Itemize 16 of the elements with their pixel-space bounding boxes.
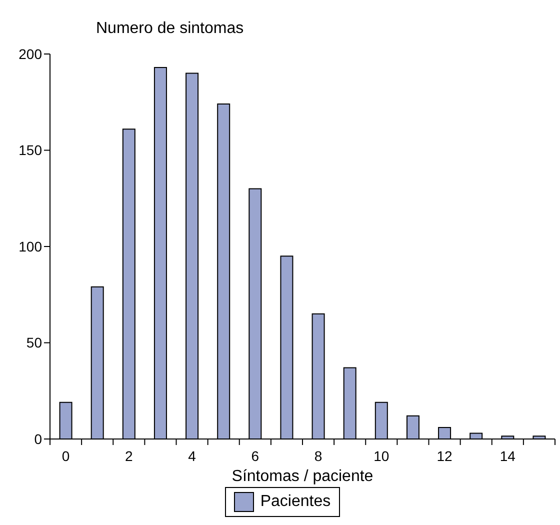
y-tick-label: 100 <box>18 238 42 254</box>
y-tick-label: 0 <box>34 430 42 447</box>
x-tick-label: 14 <box>500 448 516 464</box>
x-tick-label: 10 <box>374 448 390 464</box>
x-tick-label: 2 <box>125 448 134 464</box>
y-tick-label: 200 <box>18 46 42 62</box>
x-tick-label: 4 <box>188 448 196 464</box>
chart-title: Numero de sintomas <box>96 20 244 38</box>
x-tick-label: 6 <box>251 448 260 464</box>
x-axis-title: Síntomas / paciente <box>232 468 374 485</box>
legend-label: Pacientes <box>259 492 331 512</box>
x-tick-label: 0 <box>62 448 70 464</box>
x-tick-label: 8 <box>314 448 322 464</box>
y-tick-label: 150 <box>18 142 42 158</box>
y-tick-label: 50 <box>26 334 42 351</box>
x-tick-label: 12 <box>436 448 453 464</box>
